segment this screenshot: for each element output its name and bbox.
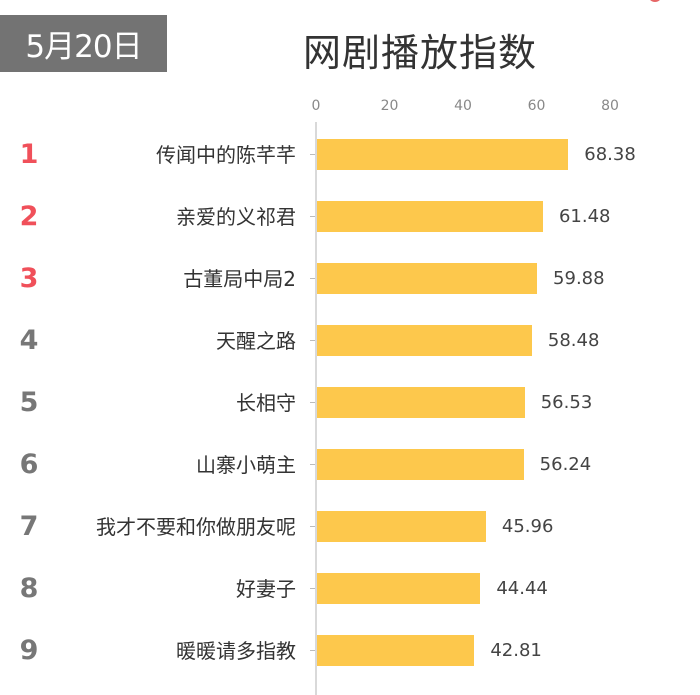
value-bar — [317, 387, 525, 418]
x-tick-label: 0 — [311, 98, 321, 114]
x-tick-label: 80 — [601, 98, 619, 114]
y-tick-mark — [310, 588, 315, 589]
chart-row: 9 暖暖请多指教 42.81 — [0, 631, 700, 671]
x-tick-label: 20 — [380, 98, 399, 114]
value-bar — [317, 201, 543, 232]
value-bar — [317, 573, 481, 604]
rank-number: 1 — [19, 139, 39, 170]
y-tick-mark — [310, 526, 315, 527]
y-tick-mark — [310, 340, 315, 341]
rank-number: 5 — [19, 387, 39, 418]
chart-row: 5 长相守 56.53 — [0, 383, 700, 423]
value-bar — [317, 511, 486, 542]
drama-name: 长相守 — [236, 391, 296, 415]
value-label: 59.88 — [553, 268, 605, 289]
chart-title: 网剧播放指数 — [302, 31, 537, 75]
value-label: 56.53 — [540, 392, 593, 413]
chart-row: 2 亲爱的义祁君 61.48 — [0, 197, 700, 237]
drama-name: 我才不要和你做朋友呢 — [96, 515, 296, 539]
chart-row: 7 我才不要和你做朋友呢 45.96 — [0, 507, 700, 547]
chart-row: 1 传闻中的陈芊芊 68.38 — [0, 135, 700, 175]
rank-number: 7 — [19, 511, 39, 542]
rank-number: 8 — [19, 573, 39, 604]
drama-name: 亲爱的义祁君 — [176, 205, 296, 229]
rank-number: 6 — [19, 449, 39, 480]
value-label: 45.96 — [501, 516, 554, 537]
drama-name: 古董局中局2 — [183, 267, 296, 291]
date-badge: 5月20日 — [0, 15, 167, 72]
value-bar — [317, 325, 532, 356]
value-label: 68.38 — [584, 144, 636, 165]
y-tick-mark — [310, 650, 315, 651]
y-tick-mark — [310, 154, 315, 155]
value-label: 61.48 — [558, 206, 611, 227]
rank-number: 2 — [19, 201, 39, 232]
chart-row: 3 古董局中局2 59.88 — [0, 259, 700, 299]
value-bar — [317, 635, 475, 666]
drama-name: 暖暖请多指教 — [176, 639, 296, 663]
chart-row: 6 山寨小萌主 56.24 — [0, 445, 700, 485]
x-tick-label: 40 — [454, 98, 472, 114]
drama-name: 天醒之路 — [216, 329, 296, 353]
value-bar — [317, 449, 524, 480]
drama-name: 传闻中的陈芊芊 — [156, 143, 296, 167]
value-bar — [317, 263, 538, 294]
rank-number: 4 — [19, 325, 39, 356]
drama-name: 山寨小萌主 — [196, 453, 296, 477]
x-tick-label: 60 — [527, 98, 546, 114]
value-label: 44.44 — [496, 578, 548, 599]
y-tick-mark — [310, 216, 315, 217]
y-tick-mark — [310, 278, 315, 279]
corner-decoration — [648, 0, 662, 2]
y-tick-mark — [310, 402, 315, 403]
value-label: 58.48 — [547, 330, 600, 351]
value-bar — [317, 139, 569, 170]
y-tick-mark — [310, 464, 315, 465]
rank-number: 3 — [19, 263, 39, 294]
value-label: 42.81 — [490, 640, 542, 661]
value-label: 56.24 — [539, 454, 592, 475]
chart-row: 8 好妻子 44.44 — [0, 569, 700, 609]
drama-name: 好妻子 — [236, 577, 296, 601]
y-axis-line — [315, 122, 317, 695]
chart-row: 4 天醒之路 58.48 — [0, 321, 700, 361]
rank-number: 9 — [19, 635, 39, 666]
